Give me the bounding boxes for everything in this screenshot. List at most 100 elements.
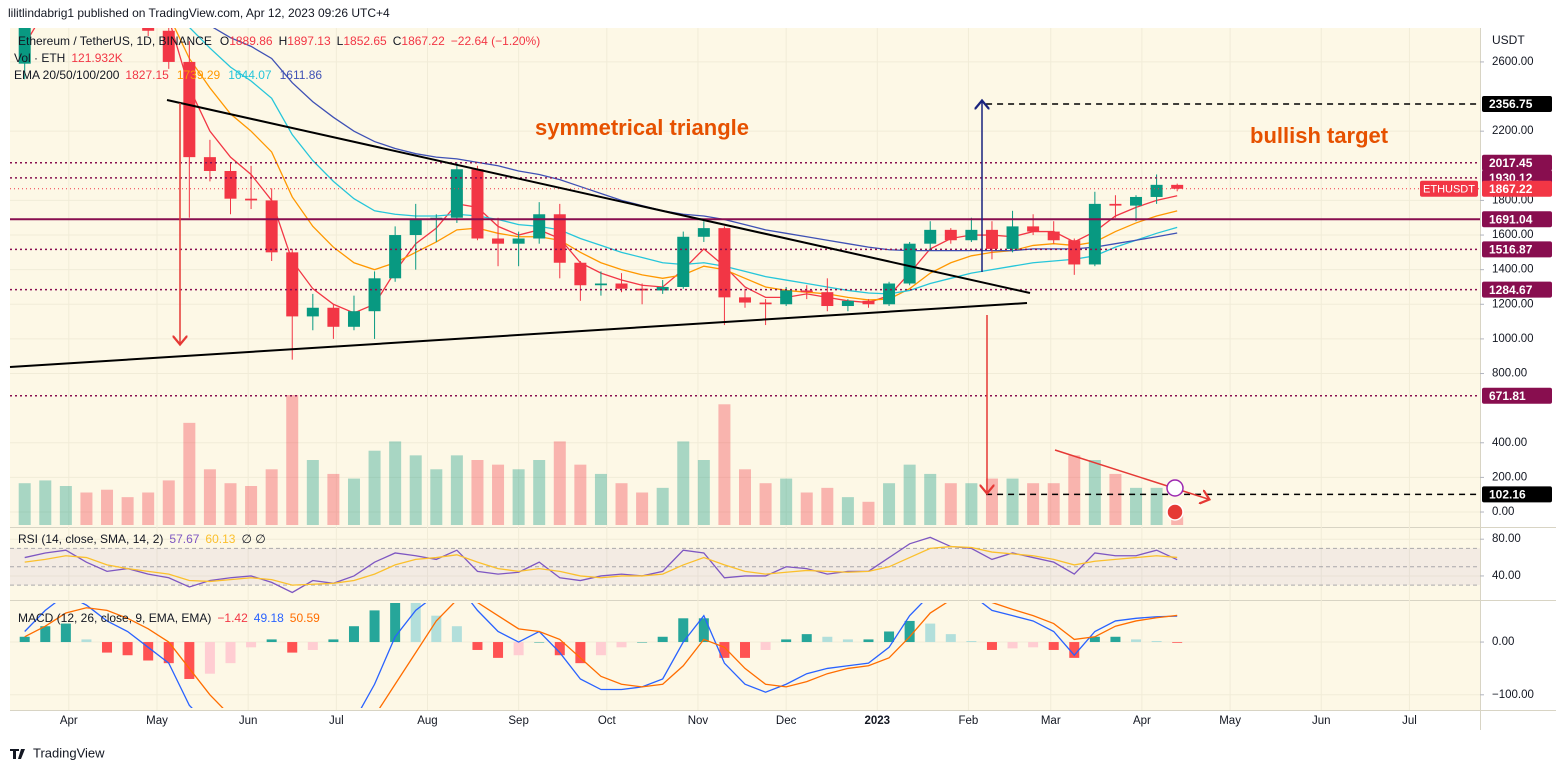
indicator-line xyxy=(212,28,1178,252)
legend-ohlc-value: 1867.22 xyxy=(401,34,445,48)
volume-bar xyxy=(821,487,834,525)
macd-histogram-bar xyxy=(966,640,977,643)
macd-histogram-bar xyxy=(369,610,380,643)
level-label-box xyxy=(1482,486,1552,503)
candle-body xyxy=(780,290,793,305)
event-icon[interactable] xyxy=(1166,479,1184,497)
macd-histogram-bar xyxy=(884,631,895,643)
macd-histogram-bar xyxy=(1048,642,1059,650)
byline: lilitlindabrig1 published on TradingView… xyxy=(8,6,390,20)
macd-histogram-bar xyxy=(781,639,792,643)
volume-bar xyxy=(245,486,258,525)
macd-histogram-bar xyxy=(143,642,154,661)
chart-background xyxy=(10,28,1480,710)
x-tick-label: Aug xyxy=(417,715,437,727)
macd-histogram-bar xyxy=(472,642,483,650)
macd-value: 50.59 xyxy=(290,611,320,625)
macd-histogram-bar xyxy=(287,642,298,653)
volume-bar xyxy=(512,469,525,525)
macd-histogram-bar xyxy=(1007,642,1018,649)
volume-bar xyxy=(59,486,72,525)
volume-bar xyxy=(656,487,669,525)
candle-body xyxy=(265,200,278,253)
volume-bar xyxy=(183,422,196,525)
candle-body xyxy=(183,61,196,158)
volume-bar xyxy=(533,460,546,525)
legend-ema-value: 1611.86 xyxy=(280,68,323,82)
candle-body xyxy=(203,157,216,171)
macd-histogram-bar xyxy=(307,642,318,650)
legend-volume-value: 121.932K xyxy=(71,51,122,65)
volume-bar xyxy=(1027,483,1040,525)
candle-body xyxy=(1171,184,1184,189)
candle-body xyxy=(841,300,854,307)
y-tick-label: 800.00 xyxy=(1492,368,1527,380)
annotation: bullish target xyxy=(1250,123,1389,148)
volume-bar xyxy=(903,464,916,525)
macd-histogram-bar xyxy=(740,642,750,658)
macd-histogram-bar xyxy=(225,642,236,664)
volume-bar xyxy=(1047,483,1060,525)
x-tick-label: Dec xyxy=(776,715,797,727)
x-tick-label: Oct xyxy=(598,715,617,727)
x-tick-label: 2023 xyxy=(865,715,891,727)
level-label: 2356.75 xyxy=(1489,97,1533,111)
y-tick-label: 200.00 xyxy=(1492,471,1527,483)
legend-ohlc-value: 1897.13 xyxy=(287,34,331,48)
volume-bar xyxy=(862,501,875,525)
legend-ohlc-value: 1852.65 xyxy=(343,34,387,48)
volume-bar xyxy=(121,497,134,525)
legend-volume-title: Vol · ETH xyxy=(14,51,65,65)
legend-ema-value: 1644.07 xyxy=(228,68,272,82)
macd-histogram-bar xyxy=(348,626,359,643)
level-label: 671.81 xyxy=(1489,389,1526,403)
candle-body xyxy=(142,28,155,31)
volume-bar xyxy=(409,455,422,525)
macd-histogram-bar xyxy=(184,642,195,679)
y-tick-label: 40.00 xyxy=(1492,570,1521,582)
y-tick-label: 0.00 xyxy=(1492,636,1514,648)
x-tick-label: Feb xyxy=(959,715,979,727)
macd-histogram-bar xyxy=(246,642,257,648)
volume-bar xyxy=(430,469,443,525)
volume-bar xyxy=(841,497,854,525)
macd-histogram-bar xyxy=(801,634,812,643)
y-tick-label: −100.00 xyxy=(1492,689,1534,701)
candle-body xyxy=(862,300,875,305)
x-tick-label: Apr xyxy=(1133,715,1151,727)
indicator-line xyxy=(189,28,1178,295)
x-tick-label: Mar xyxy=(1041,715,1061,727)
event-icon[interactable] xyxy=(1166,503,1184,521)
volume-bar xyxy=(224,483,237,525)
y-tick-label: 0.00 xyxy=(1492,506,1514,518)
brand: TradingView xyxy=(10,745,105,760)
candle-body xyxy=(594,283,607,286)
candle-body xyxy=(1088,203,1101,265)
macd-histogram-bar xyxy=(760,642,771,650)
indicator-line xyxy=(24,545,1178,586)
candle-body xyxy=(471,169,484,239)
candle-body xyxy=(965,229,978,241)
level-label: 1516.87 xyxy=(1489,243,1533,257)
candle-body xyxy=(492,238,505,244)
legend: Ethereum / TetherUS, 1D, BINANCE O 1889.86… xyxy=(14,34,540,82)
volume-bar xyxy=(18,483,31,525)
macd-histogram-bar xyxy=(410,603,421,643)
x-tick-label: Sep xyxy=(508,715,528,727)
legend-ema-value: 1739.29 xyxy=(177,68,221,82)
candle-body xyxy=(1027,226,1040,232)
x-tick-label: Apr xyxy=(60,715,78,727)
level-label-box xyxy=(1482,211,1552,228)
x-tick-label: Jun xyxy=(1312,715,1331,727)
last-price-box xyxy=(1482,180,1552,197)
trend-line xyxy=(166,99,1031,294)
volume-bar xyxy=(677,441,690,525)
candle-body xyxy=(389,235,402,279)
macd-histogram-bar xyxy=(1089,636,1100,643)
level-label: 1284.67 xyxy=(1489,283,1533,297)
volume-bar xyxy=(759,483,772,525)
indicator-line xyxy=(24,603,1178,708)
volume-bar xyxy=(985,478,998,525)
macd-histogram-bar xyxy=(266,639,277,643)
x-tick-label: Jul xyxy=(329,715,344,727)
